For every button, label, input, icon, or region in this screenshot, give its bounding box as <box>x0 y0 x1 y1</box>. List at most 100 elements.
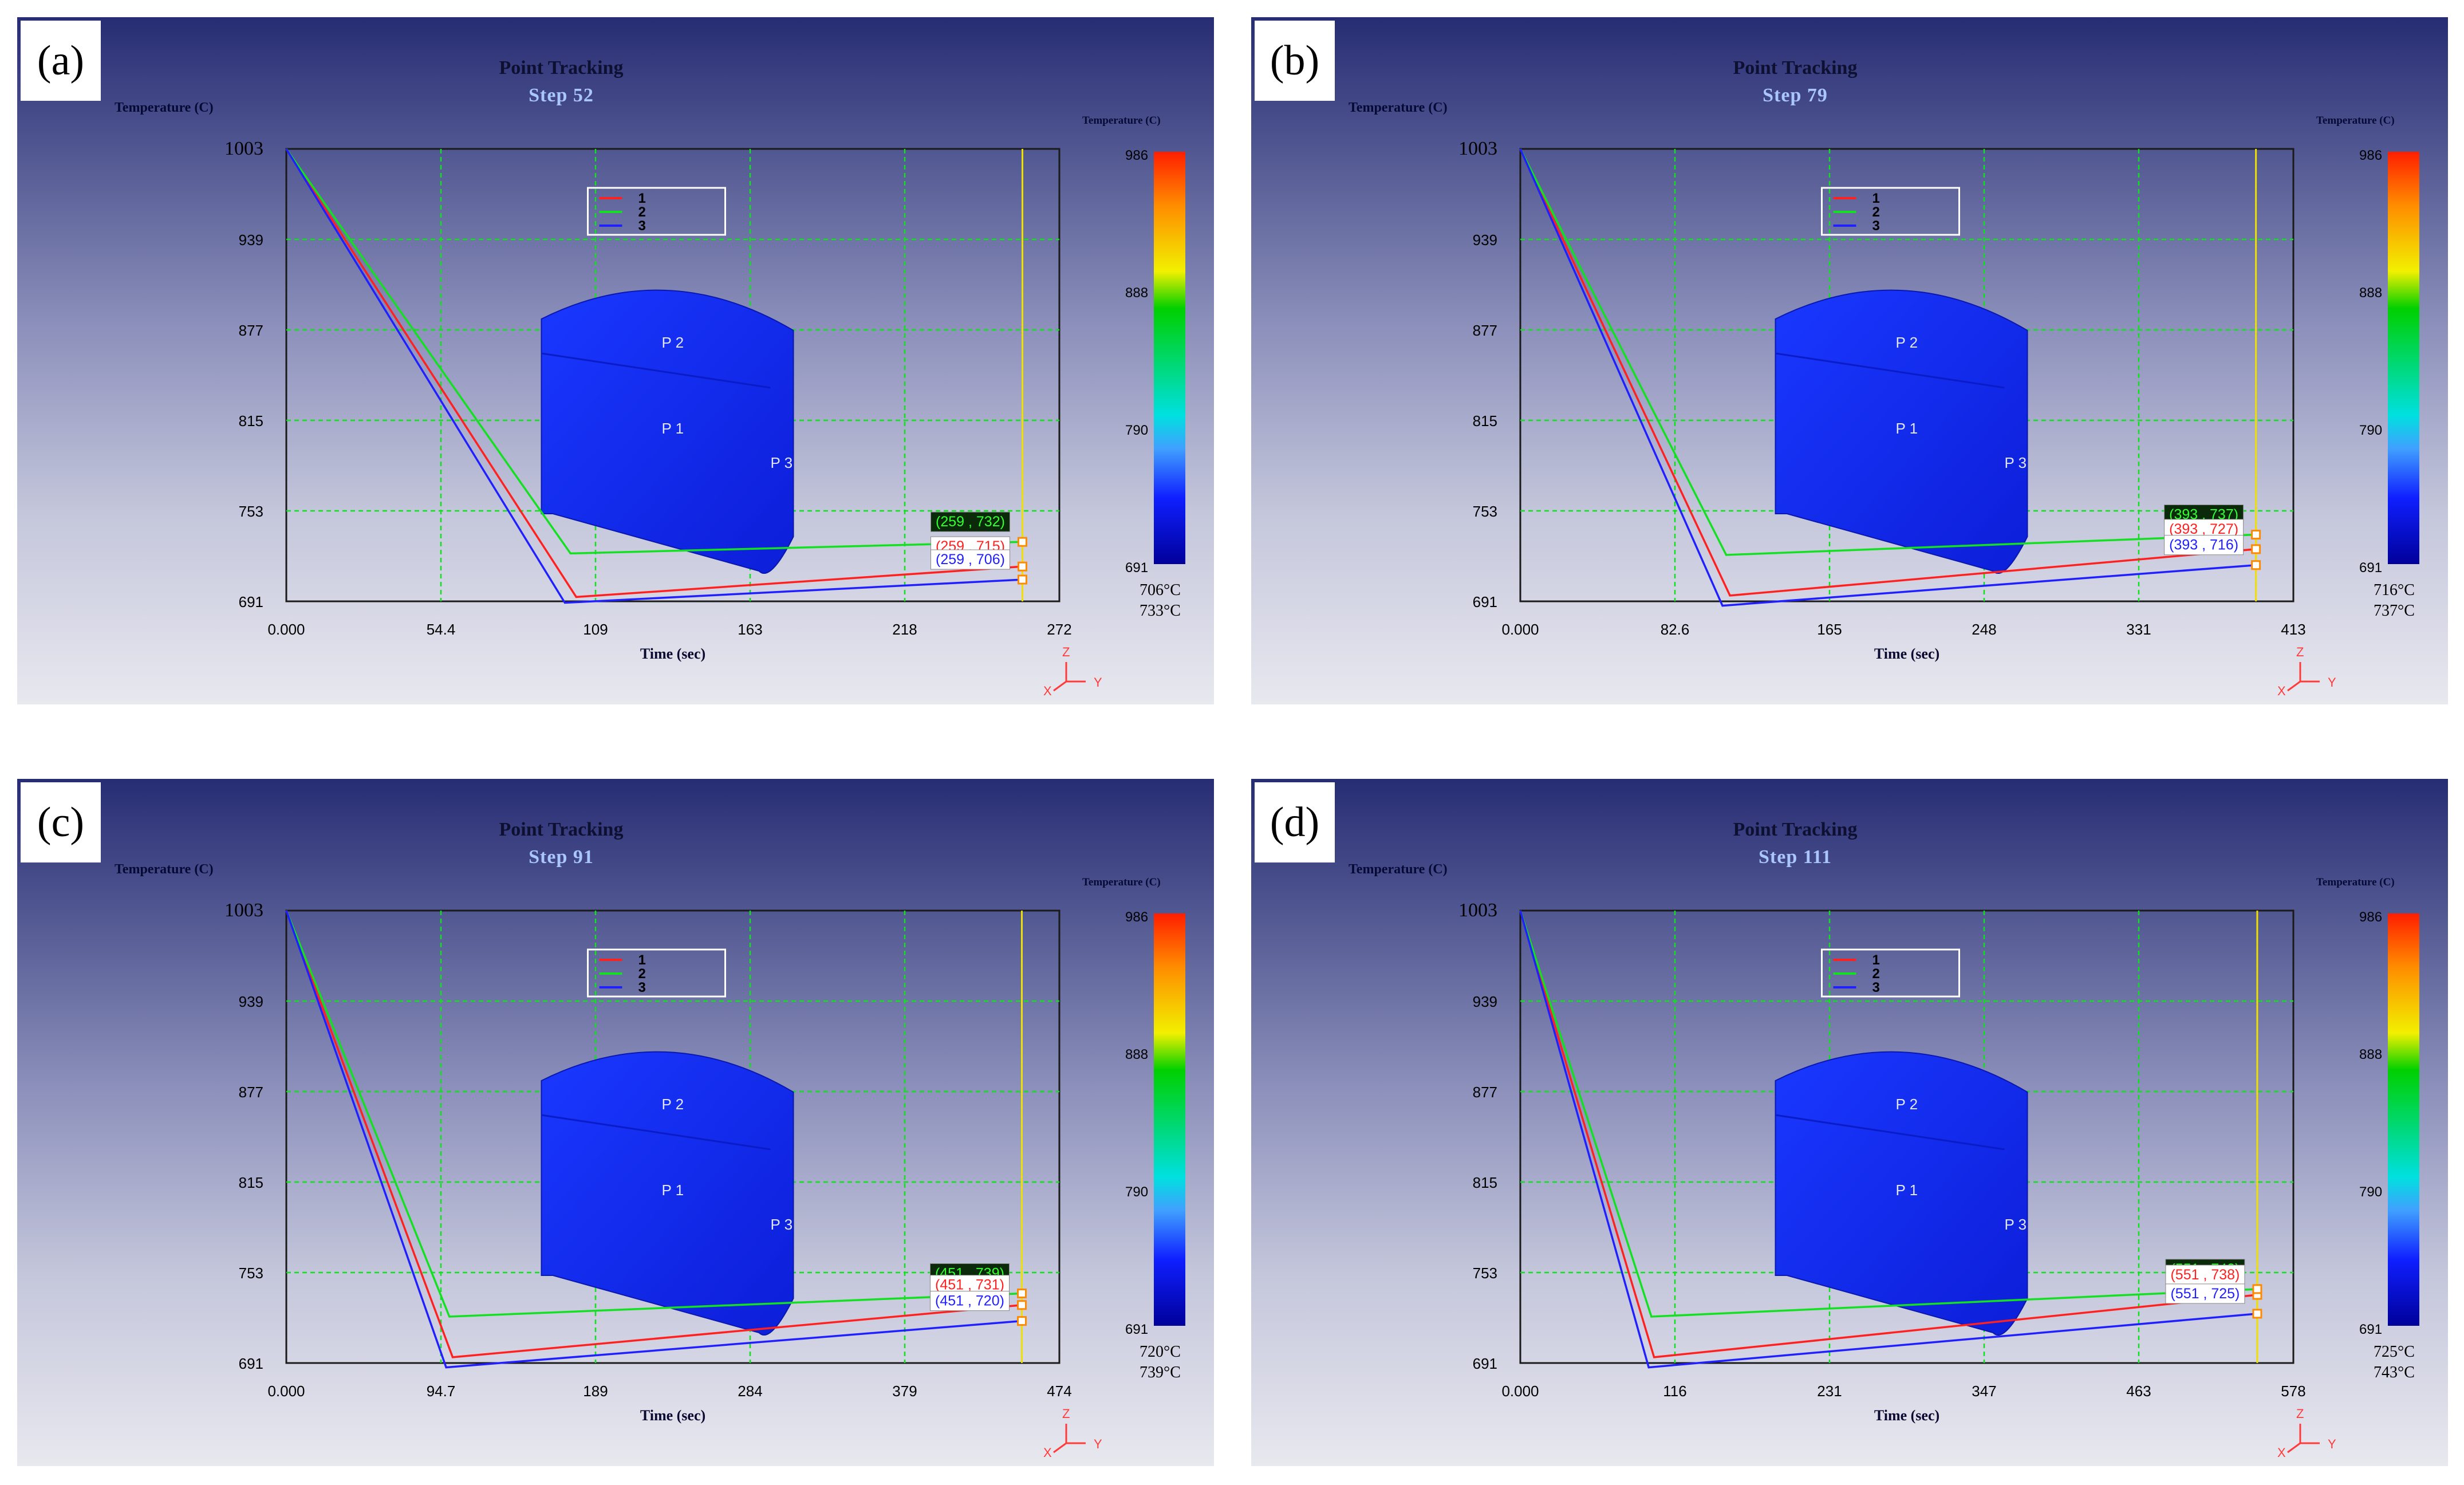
cylinder-edge <box>541 352 771 389</box>
colorbar-title: Temperature (C) <box>1082 876 1161 888</box>
x-tick-label: 0.000 <box>267 1382 305 1400</box>
legend-label: 1 <box>1872 191 1880 206</box>
colorbar-title: Temperature (C) <box>1082 115 1161 127</box>
y-tick-label: 877 <box>1473 1084 1497 1101</box>
series-endpoint-marker <box>1017 574 1027 585</box>
x-tick-label: 0.000 <box>267 621 305 638</box>
x-tick-label: 248 <box>1972 621 1996 638</box>
legend: 123 <box>1821 187 1960 236</box>
x-tick-label: 272 <box>1047 621 1071 638</box>
legend-box <box>587 187 726 236</box>
cylinder-body <box>541 1051 794 1336</box>
point-readout-box <box>930 511 1010 532</box>
series-line-3 <box>1519 148 2256 607</box>
plot-frame <box>1519 148 2295 602</box>
plot-area: 0.000 116 231 347 463 5781003939877815753691T… <box>1458 900 2336 1460</box>
series-endpoint-marker <box>2252 1309 2262 1319</box>
series-line-2 <box>1519 910 2257 1318</box>
x-tick-label: 284 <box>738 1382 762 1400</box>
x-axis-label: Time (sec) <box>1874 645 1939 662</box>
temperature-readout: 720°C <box>1140 1343 1181 1361</box>
colorbar-title: Temperature (C) <box>2316 876 2395 888</box>
svg-text:X: X <box>1043 1445 1052 1460</box>
temperature-readout: 706°C <box>1140 581 1181 599</box>
y-tick-label: 815 <box>239 1174 263 1191</box>
legend: 123 <box>587 187 726 236</box>
svg-text:Y: Y <box>1094 1437 1102 1451</box>
y-tick-label: 877 <box>239 1084 263 1101</box>
point-readout-text: (551 , 738) <box>2170 1267 2240 1283</box>
y-axis-label: Temperature (C) <box>115 100 214 115</box>
y-tick-label: 877 <box>1473 322 1497 339</box>
y-tick-label: 753 <box>1473 503 1497 520</box>
probe-point-label: P 2 <box>662 1096 684 1113</box>
chart-subtitle: Step 52 <box>529 85 594 106</box>
probe-point-label: P 3 <box>2005 1216 2027 1233</box>
cylinder-edge <box>1775 352 2005 389</box>
axis-triad-icon: Z Y X <box>2277 1407 2336 1460</box>
legend-label: 1 <box>1872 952 1880 968</box>
series-endpoint-marker <box>2252 1284 2262 1294</box>
temperature-readout: 737°C <box>2374 602 2415 620</box>
series-endpoint-marker <box>1017 537 1027 547</box>
x-tick-label: 109 <box>583 621 608 638</box>
x-axis-label: Time (sec) <box>1874 1407 1939 1424</box>
y-tick-label: 691 <box>1473 593 1497 610</box>
legend-box <box>1821 187 1960 236</box>
legend-label: 3 <box>638 218 646 234</box>
panel-label: (b) <box>1255 21 1335 101</box>
chart-title: Point Tracking <box>499 819 624 840</box>
series-line-2 <box>1519 148 2256 556</box>
axis-triad-icon: Z Y X <box>1043 645 1102 698</box>
x-tick-label: 578 <box>2281 1382 2305 1400</box>
axis-triad-icon: Z Y X <box>1043 1407 1102 1460</box>
chart-panel: (b) Point Tracking Step 79 Temperature (C) T… <box>1251 17 2448 704</box>
svg-text:Y: Y <box>2328 675 2336 690</box>
temperature-readout: 739°C <box>1140 1364 1181 1381</box>
point-readout-text: (393 , 727) <box>2169 521 2238 537</box>
y-tick-label: 815 <box>1473 1174 1497 1191</box>
point-readout: (259 , 706) <box>930 549 1010 570</box>
point-readout-box <box>930 549 1010 570</box>
legend-label: 1 <box>638 952 646 968</box>
colorbar-tick-label: 888 <box>1125 1047 1149 1062</box>
series-endpoint-marker <box>1017 561 1027 572</box>
y-tick-label: 691 <box>239 1355 263 1372</box>
colorbar-tick-label: 691 <box>2359 1322 2383 1337</box>
probe-point-label: P 1 <box>1896 1181 1918 1199</box>
probe-point-label: P 1 <box>662 420 684 437</box>
plot-frame <box>1519 909 2295 1364</box>
y-axis-label: Temperature (C) <box>1349 862 1448 877</box>
colorbar-tick-label: 691 <box>2359 560 2383 576</box>
colorbar-tick-label: 691 <box>1125 560 1149 576</box>
chart-panel: (a) Point Tracking Step 52 Temperature (C) T… <box>17 17 1214 704</box>
colorbar-tick-label: 790 <box>1125 1184 1149 1200</box>
colorbar-tick-label: 790 <box>1125 423 1149 438</box>
temperature-readout: 743°C <box>2374 1364 2415 1381</box>
probe-point-label: P 2 <box>1896 334 1918 351</box>
x-tick-label: 163 <box>738 621 762 638</box>
series-line-3 <box>285 148 1023 604</box>
x-tick-label: 116 <box>1663 1382 1686 1400</box>
y-tick-label: 1003 <box>1458 900 1497 921</box>
colorbar-tick-label: 986 <box>1125 148 1149 163</box>
legend-label: 1 <box>638 191 646 206</box>
cylinder-model: P 2 P 1 P 3 <box>541 1051 794 1336</box>
point-readout-box <box>929 1291 1010 1311</box>
cylinder-model: P 2 P 1 P 3 <box>1775 1051 2028 1336</box>
legend: 123 <box>587 948 726 998</box>
colorbar <box>2388 913 2419 1326</box>
legend-label: 3 <box>638 980 646 995</box>
svg-text:Z: Z <box>1062 1407 1070 1421</box>
point-readout: (551 , 725) <box>2165 1283 2245 1304</box>
legend-box <box>1821 948 1960 998</box>
x-tick-label: 331 <box>2126 621 2151 638</box>
point-readout-text: (551 , 725) <box>2170 1286 2240 1302</box>
probe-point-label: P 3 <box>2005 454 2027 471</box>
legend: 123 <box>1821 948 1960 998</box>
x-tick-label: 82.6 <box>1661 621 1690 638</box>
x-tick-label: 231 <box>1817 1382 1842 1400</box>
probe-point-label: P 2 <box>662 334 684 351</box>
cylinder-edge <box>1775 1114 2005 1151</box>
colorbar <box>1154 913 1185 1326</box>
